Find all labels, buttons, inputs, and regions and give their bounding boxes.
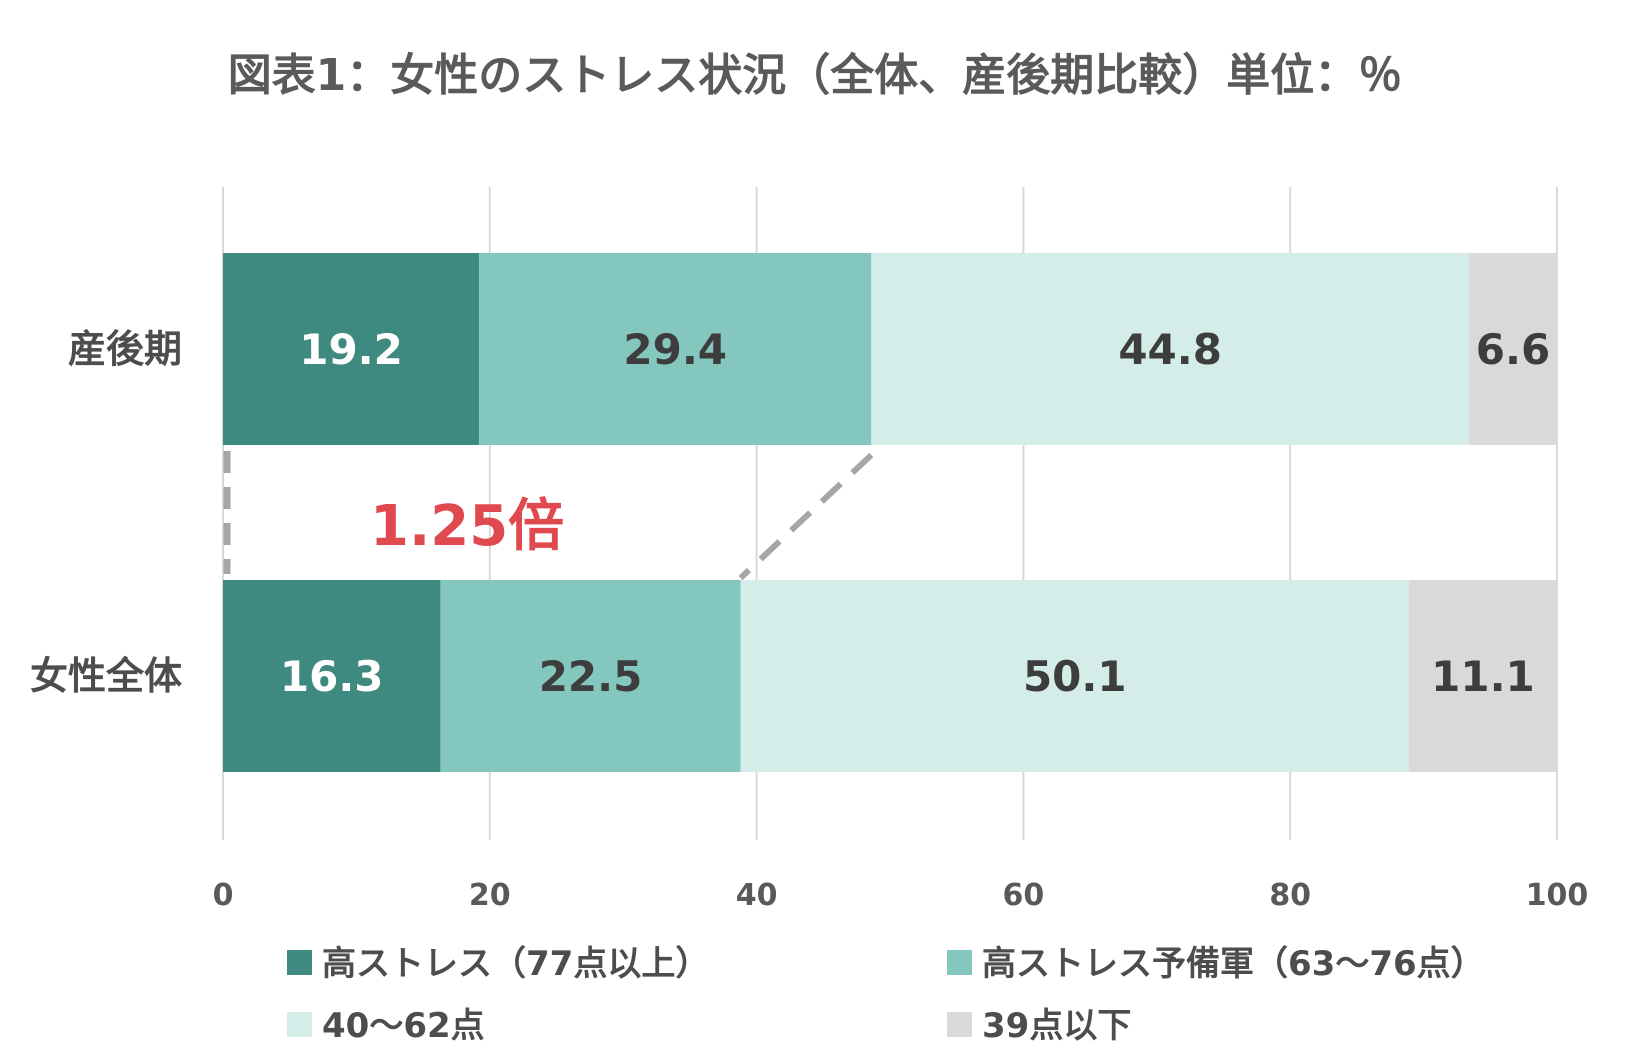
data-label: 16.3 [280, 652, 384, 701]
category-label: 女性全体 [30, 654, 182, 698]
data-label: 19.2 [299, 325, 403, 374]
bar-segment [1468, 253, 1557, 445]
data-label: 6.6 [1476, 325, 1550, 374]
data-label: 22.5 [539, 652, 643, 701]
dashed-connector-diagonal [738, 452, 874, 581]
x-tick-label: 20 [469, 878, 511, 913]
x-tick-label: 60 [1003, 878, 1045, 913]
data-label: 11.1 [1431, 652, 1535, 701]
comparison-annotation: 1.25倍 [223, 451, 874, 581]
bar-segment [479, 253, 872, 445]
legend-label: 高ストレス（77点以上） [322, 944, 709, 984]
x-tick-label: 40 [736, 878, 778, 913]
legend-swatch [287, 950, 312, 975]
bar-segment [740, 580, 1409, 772]
x-axis: 0 20 40 60 80 100 [213, 878, 1589, 913]
bar-segment [223, 253, 480, 445]
legend-label: 39点以下 [982, 1006, 1131, 1046]
legend-swatch [947, 1012, 972, 1037]
x-tick-label: 0 [213, 878, 234, 913]
data-label: 44.8 [1118, 325, 1222, 374]
legend-label: 高ストレス予備軍（63〜76点） [982, 944, 1485, 984]
data-label: 29.4 [623, 325, 727, 374]
legend-swatch [947, 950, 972, 975]
ratio-annotation-label: 1.25倍 [370, 494, 564, 559]
bar-segment [223, 580, 441, 772]
bar-segment [871, 253, 1469, 445]
bar-segment [440, 580, 741, 772]
bar-segment [1408, 580, 1557, 772]
legend-label: 40〜62点 [322, 1006, 485, 1046]
data-label: 50.1 [1023, 652, 1127, 701]
legend-swatch [287, 1012, 312, 1037]
category-label: 産後期 [68, 327, 182, 371]
bars: 19.2 29.4 44.8 6.6 16.3 22.5 50.1 11.1 [223, 253, 1557, 772]
x-tick-label: 80 [1269, 878, 1311, 913]
chart-title: 図表1：女性のストレス状況（全体、産後期比較）単位：％ [228, 50, 1403, 101]
legend: 高ストレス（77点以上） 高ストレス予備軍（63〜76点） 40〜62点 39点以下 [287, 944, 1485, 1046]
x-tick-label: 100 [1526, 878, 1589, 913]
